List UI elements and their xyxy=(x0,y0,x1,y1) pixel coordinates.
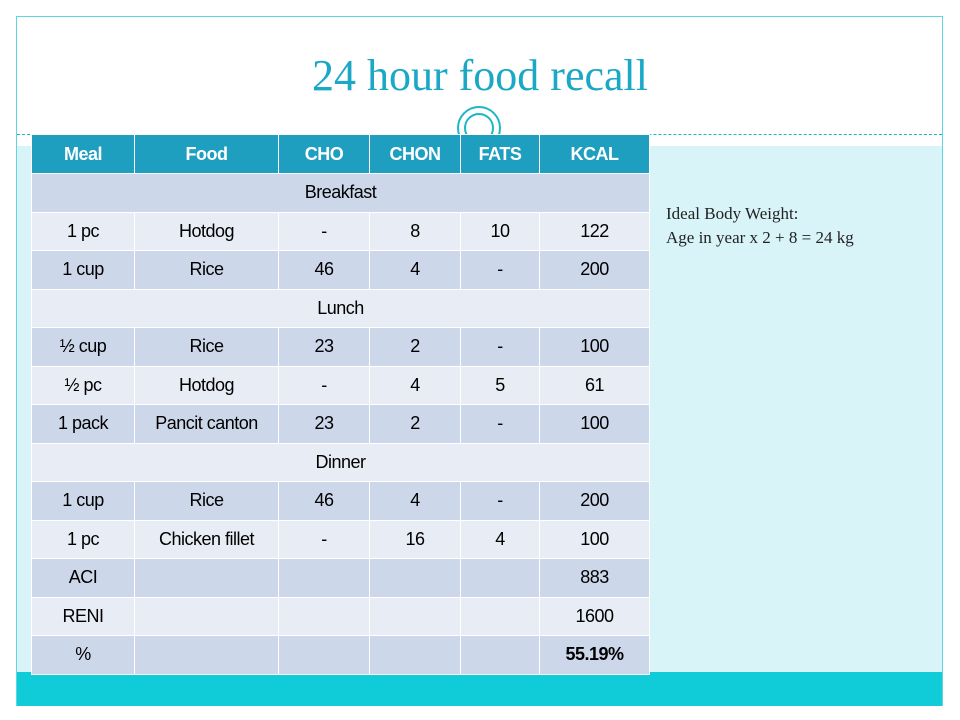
bottom-accent-bar xyxy=(17,672,942,706)
table-row: 1 cup Rice 46 4 - 200 xyxy=(31,250,650,290)
cell-fats: - xyxy=(460,404,540,444)
cell-meal: 1 pack xyxy=(31,404,135,444)
header-chon: CHON xyxy=(369,134,461,174)
cell-fats: - xyxy=(460,327,540,367)
cell-fats: - xyxy=(460,481,540,521)
header-fats: FATS xyxy=(460,134,540,174)
cell-kcal: 100 xyxy=(539,519,650,559)
aci-value: 883 xyxy=(539,558,650,598)
header-kcal: KCAL xyxy=(539,134,650,174)
section-row-lunch: Lunch xyxy=(31,288,650,328)
section-label: Lunch xyxy=(31,288,650,328)
header-meal: Meal xyxy=(31,134,135,174)
header-food: Food xyxy=(134,134,279,174)
table-row: ½ pc Hotdog - 4 5 61 xyxy=(31,365,650,405)
cell-meal: ½ pc xyxy=(31,365,135,405)
cell-cho: - xyxy=(278,519,370,559)
cell-chon: 4 xyxy=(369,481,461,521)
cell-chon: 4 xyxy=(369,250,461,290)
cell-fats: - xyxy=(460,250,540,290)
percent-value: 55.19% xyxy=(539,635,650,675)
cell-fats: 5 xyxy=(460,365,540,405)
cell-cho: - xyxy=(278,365,370,405)
cell-food: Rice xyxy=(134,481,279,521)
cell-meal: 1 pc xyxy=(31,211,135,251)
cell-food: Pancit canton xyxy=(134,404,279,444)
slide-title: 24 hour food recall xyxy=(312,51,648,100)
table-row: 1 pack Pancit canton 23 2 - 100 xyxy=(31,404,650,444)
cell-meal: 1 pc xyxy=(31,519,135,559)
note-line-1: Ideal Body Weight: xyxy=(666,204,799,223)
ideal-body-weight-note: Ideal Body Weight: Age in year x 2 + 8 =… xyxy=(666,202,854,250)
cell-food: Hotdog xyxy=(134,211,279,251)
summary-row-reni: RENI 1600 xyxy=(31,596,650,636)
cell-fats: 4 xyxy=(460,519,540,559)
header-cho: CHO xyxy=(278,134,370,174)
cell-meal: 1 cup xyxy=(31,250,135,290)
summary-row-percent: % 55.19% xyxy=(31,635,650,675)
cell-kcal: 100 xyxy=(539,404,650,444)
table-row: 1 pc Chicken fillet - 16 4 100 xyxy=(31,519,650,559)
table-row: 1 cup Rice 46 4 - 200 xyxy=(31,481,650,521)
note-line-2: Age in year x 2 + 8 = 24 kg xyxy=(666,228,854,247)
cell-meal: 1 cup xyxy=(31,481,135,521)
summary-row-aci: ACI 883 xyxy=(31,558,650,598)
cell-chon: 2 xyxy=(369,327,461,367)
cell-food: Hotdog xyxy=(134,365,279,405)
cell-cho: 23 xyxy=(278,327,370,367)
cell-chon: 8 xyxy=(369,211,461,251)
cell-fats: 10 xyxy=(460,211,540,251)
table-row: 1 pc Hotdog - 8 10 122 xyxy=(31,211,650,251)
cell-kcal: 122 xyxy=(539,211,650,251)
cell-cho: 46 xyxy=(278,481,370,521)
cell-food: Chicken fillet xyxy=(134,519,279,559)
table-row: ½ cup Rice 23 2 - 100 xyxy=(31,327,650,367)
section-row-dinner: Dinner xyxy=(31,442,650,482)
cell-food: Rice xyxy=(134,327,279,367)
cell-chon: 16 xyxy=(369,519,461,559)
table-header-row: Meal Food CHO CHON FATS KCAL xyxy=(31,134,650,174)
cell-food: Rice xyxy=(134,250,279,290)
food-recall-table: Meal Food CHO CHON FATS KCAL Breakfast 1… xyxy=(31,134,650,682)
aci-label: ACI xyxy=(31,558,135,598)
cell-chon: 4 xyxy=(369,365,461,405)
percent-label: % xyxy=(31,635,135,675)
section-row-breakfast: Breakfast xyxy=(31,173,650,213)
cell-cho: 23 xyxy=(278,404,370,444)
cell-kcal: 200 xyxy=(539,481,650,521)
cell-cho: - xyxy=(278,211,370,251)
cell-meal: ½ cup xyxy=(31,327,135,367)
cell-kcal: 61 xyxy=(539,365,650,405)
cell-cho: 46 xyxy=(278,250,370,290)
reni-value: 1600 xyxy=(539,596,650,636)
section-label: Dinner xyxy=(31,442,650,482)
section-label: Breakfast xyxy=(31,173,650,213)
cell-chon: 2 xyxy=(369,404,461,444)
reni-label: RENI xyxy=(31,596,135,636)
cell-kcal: 200 xyxy=(539,250,650,290)
cell-kcal: 100 xyxy=(539,327,650,367)
